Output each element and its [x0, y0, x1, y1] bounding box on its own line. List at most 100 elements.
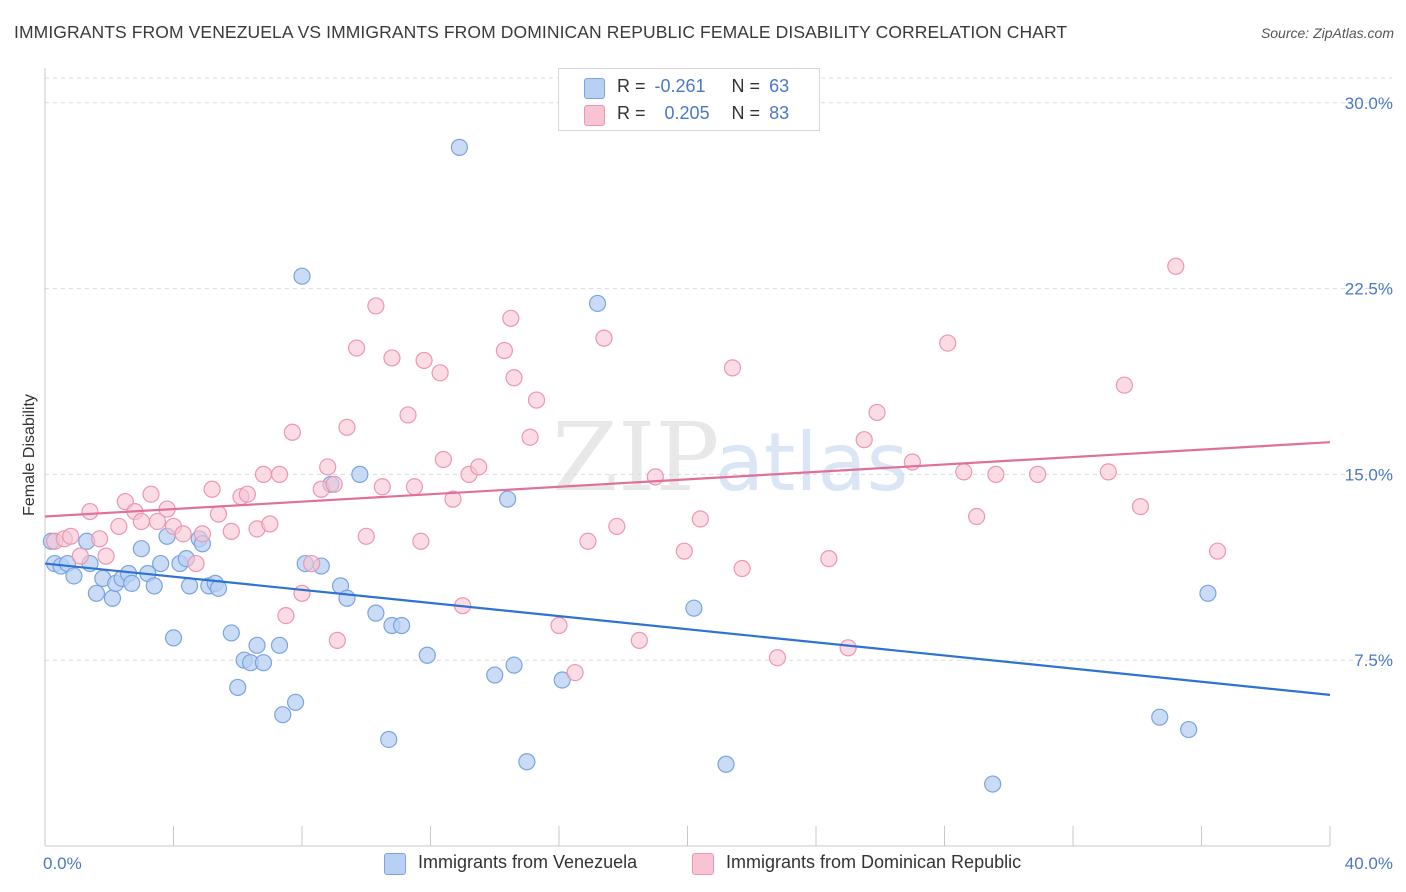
venezuela-trend-line — [44, 562, 1331, 696]
dominican-point — [373, 478, 391, 496]
dominican-point — [222, 522, 240, 540]
dominican-point — [955, 463, 973, 481]
dominican-swatch — [584, 105, 605, 126]
dominican-point — [579, 532, 597, 550]
venezuela-point — [367, 604, 385, 622]
dominican-legend-label: Immigrants from Dominican Republic — [726, 852, 1022, 872]
dominican-point — [193, 525, 212, 543]
venezuela-point — [254, 654, 273, 672]
dominican-point — [187, 554, 205, 573]
x-tick-label: 0.0% — [43, 854, 82, 873]
y-tick-label: 22.5% — [1345, 280, 1393, 299]
tick-labels: 7.5% 15.0% 22.5% 30.0% 0.0% 40.0% — [43, 94, 1393, 873]
dominican-point — [987, 465, 1005, 483]
dominican-point — [495, 341, 513, 360]
venezuela-point — [984, 775, 1002, 793]
dominican-point — [1029, 465, 1047, 483]
venezuela-legend-label: Immigrants from Venezuela — [418, 852, 638, 872]
dominican-point — [203, 480, 221, 498]
chart-title: IMMIGRANTS FROM VENEZUELA VS IMMIGRANTS … — [14, 22, 1068, 42]
dominican-point — [71, 547, 89, 565]
dominican-point — [968, 507, 986, 526]
dominican-point — [293, 584, 311, 602]
dominican-point — [566, 663, 584, 682]
dominican-point — [939, 334, 957, 352]
venezuela-point — [685, 599, 703, 617]
venezuela-n-value: 63 — [769, 76, 790, 96]
dominican-point — [303, 554, 321, 573]
venezuela-swatch — [584, 78, 605, 99]
dominican-point — [319, 458, 337, 476]
dominican-trend-line — [44, 441, 1331, 518]
axes — [44, 68, 1331, 847]
dominican-point — [238, 485, 256, 503]
venezuela-point — [180, 577, 199, 595]
dominican-point — [81, 502, 99, 521]
dominican-point — [431, 364, 449, 382]
venezuela-point — [499, 490, 517, 508]
legend-stats: R = -0.261 N = 63 R = 0.205 N = 83 — [558, 68, 820, 131]
dominican-point — [470, 458, 488, 476]
venezuela-point — [152, 554, 170, 573]
dominican-point — [820, 550, 838, 568]
dominican-point — [383, 349, 401, 367]
dominican-r-value: 0.205 — [664, 103, 710, 123]
venezuela-point — [518, 753, 536, 771]
dominican-point — [1099, 463, 1117, 481]
n-label: N = — [731, 76, 761, 96]
dominican-points — [46, 257, 1227, 682]
dominican-point — [434, 450, 452, 469]
dominican-point — [723, 359, 742, 377]
y-tick-label: 15.0% — [1345, 465, 1393, 484]
y-tick-label: 30.0% — [1345, 94, 1393, 113]
venezuela-point — [338, 589, 356, 607]
x-tick-label: 40.0% — [1345, 854, 1393, 873]
dominican-point — [283, 423, 301, 441]
dominican-point — [527, 391, 546, 409]
dominican-point — [733, 559, 751, 578]
venezuela-point — [293, 267, 311, 285]
dominican-point — [1167, 257, 1185, 275]
venezuela-r-value: -0.261 — [654, 76, 706, 96]
venezuela-point — [380, 730, 398, 749]
dominican-point — [399, 406, 417, 424]
dominican-point — [608, 517, 626, 536]
dominican-point — [1131, 497, 1150, 516]
dominican-point — [630, 631, 648, 649]
dominican-point — [839, 639, 857, 657]
grid-lines — [45, 77, 1392, 661]
dominican-point — [768, 649, 787, 667]
venezuela-legend-swatch — [384, 853, 406, 875]
venezuela-point — [145, 577, 163, 595]
dominican-point — [209, 505, 228, 523]
venezuela-point — [132, 540, 150, 558]
dominican-point — [675, 542, 693, 560]
dominican-point — [254, 465, 273, 483]
venezuela-point — [103, 589, 122, 607]
venezuela-point — [450, 138, 469, 156]
venezuela-point — [588, 294, 607, 313]
dominican-point — [405, 478, 424, 496]
dominican-point — [338, 418, 356, 436]
venezuela-point — [229, 678, 247, 697]
venezuela-point — [392, 616, 411, 635]
dominican-point — [412, 532, 430, 550]
venezuela-point — [87, 584, 106, 602]
dominican-point — [367, 297, 385, 315]
dominican-legend-swatch — [692, 853, 714, 875]
venezuela-points — [42, 138, 1217, 793]
dominican-point — [97, 547, 115, 565]
r-label: R = — [617, 76, 646, 96]
venezuela-point — [123, 574, 141, 592]
dominican-point — [148, 512, 167, 531]
n-label: N = — [731, 103, 761, 123]
dominican-point — [174, 525, 192, 543]
watermark-zip: ZIP — [552, 403, 719, 513]
dominican-point — [132, 512, 150, 531]
venezuela-point — [1151, 708, 1169, 726]
venezuela-point — [553, 671, 571, 689]
dominican-point — [110, 517, 128, 536]
venezuela-point — [418, 646, 436, 664]
dominican-point — [444, 490, 462, 508]
